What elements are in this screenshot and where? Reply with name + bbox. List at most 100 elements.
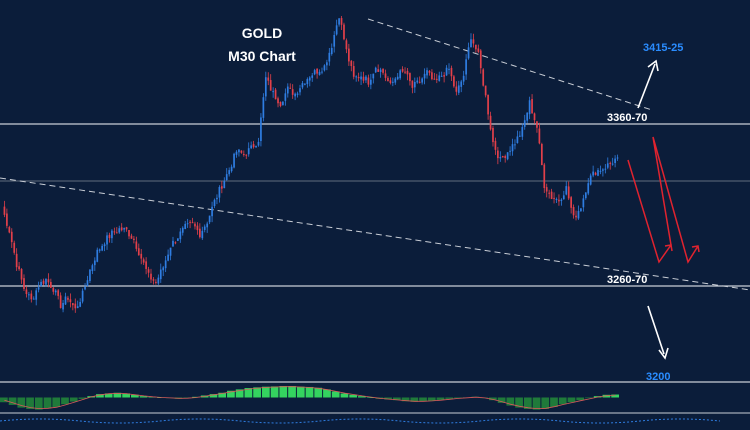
candle-body <box>74 303 77 309</box>
candle-body <box>443 75 445 77</box>
candle-body <box>499 157 502 159</box>
oscillator-bar <box>288 386 296 398</box>
candle-body <box>316 68 318 74</box>
candle-body <box>299 88 301 93</box>
candle-body <box>523 120 526 127</box>
candle-body <box>536 121 538 128</box>
candle-body <box>582 198 585 208</box>
candle-body <box>440 75 443 77</box>
candle-body <box>345 40 348 50</box>
candle-body <box>350 60 353 67</box>
candle-body <box>59 295 62 308</box>
candle-body <box>511 144 514 152</box>
candle-body <box>177 238 179 241</box>
candle-body <box>323 65 326 71</box>
candle-body <box>191 222 194 224</box>
candle-body <box>577 210 580 219</box>
candle-body <box>543 164 546 189</box>
oscillator-bar <box>122 393 130 398</box>
candle-body <box>296 93 299 95</box>
candle-body <box>428 70 431 73</box>
candle-body <box>548 192 551 194</box>
candle-body <box>245 154 248 156</box>
candle-body <box>538 128 541 144</box>
candle-body <box>201 230 204 239</box>
candle-body <box>567 186 570 199</box>
candle-body <box>10 231 13 243</box>
candle-body <box>255 145 257 148</box>
candle-body <box>47 279 50 283</box>
candle-body <box>362 76 365 81</box>
candle-body <box>269 80 272 91</box>
candle-body <box>282 101 284 106</box>
oscillator-bar <box>61 397 69 405</box>
candle-body <box>140 253 143 259</box>
oscillator-bar <box>366 397 375 398</box>
oscillator-bar <box>139 396 148 398</box>
candle-body <box>531 99 533 114</box>
candle-body <box>431 72 433 80</box>
candle-body <box>479 50 482 69</box>
oscillator-histogram <box>0 386 619 410</box>
candle-body <box>186 223 189 225</box>
oscillator-bar <box>558 397 567 405</box>
candle-body <box>25 289 28 295</box>
candle-body <box>553 197 555 199</box>
candle-body <box>203 226 206 230</box>
candle-body <box>145 261 147 269</box>
candle-body <box>482 69 485 86</box>
candle-body <box>504 156 507 159</box>
candle-body <box>81 290 84 302</box>
candle-body <box>455 86 458 92</box>
up-target-label: 3415-25 <box>643 42 683 54</box>
candle-body <box>211 206 213 217</box>
candle-body <box>91 265 94 272</box>
candle-body <box>340 18 343 25</box>
candle-body <box>150 273 152 280</box>
candle-body <box>274 89 277 100</box>
candle-body <box>98 249 101 251</box>
candle-body <box>472 39 475 44</box>
candle-body <box>584 192 587 199</box>
candle-body <box>355 76 358 78</box>
candle-body <box>518 135 521 137</box>
oscillator-bar <box>585 397 593 399</box>
candle-body <box>475 44 477 50</box>
candle-body <box>321 71 323 73</box>
candle-body <box>497 150 499 159</box>
candle-body <box>93 260 96 266</box>
candle-body <box>106 235 108 245</box>
candle-body <box>509 150 511 152</box>
oscillator-bar <box>296 386 305 398</box>
candle-body <box>8 227 11 233</box>
candle-body <box>401 68 404 72</box>
oscillator-bar <box>17 397 26 408</box>
candle-body <box>133 238 135 241</box>
candle-body <box>172 240 174 247</box>
candle-body <box>96 249 99 262</box>
candle-body <box>330 47 333 55</box>
candle-body <box>103 244 106 247</box>
candle-body <box>267 77 270 81</box>
oscillator-bar <box>253 387 261 398</box>
candle-body <box>416 80 419 83</box>
candle-body <box>587 183 590 194</box>
candle-body <box>223 180 226 189</box>
candle-body <box>120 227 123 231</box>
candle-body <box>382 68 384 73</box>
oscillator-bar <box>270 386 279 398</box>
candle-body <box>155 281 157 283</box>
oscillator-bar <box>0 397 8 403</box>
candle-body <box>614 158 616 164</box>
candle-body <box>216 197 218 200</box>
candle-body <box>23 278 25 289</box>
candle-body <box>67 297 69 300</box>
candle-body <box>445 67 448 76</box>
candle-body <box>492 127 494 143</box>
bottom-indicator-wave <box>0 418 721 424</box>
candle-body <box>343 24 345 40</box>
oscillator-bar <box>209 394 218 398</box>
candle-body <box>438 75 441 81</box>
candle-body <box>352 66 355 77</box>
candle-body <box>147 269 150 273</box>
